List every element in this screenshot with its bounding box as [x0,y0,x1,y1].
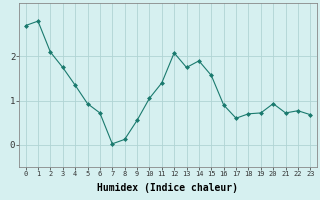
X-axis label: Humidex (Indice chaleur): Humidex (Indice chaleur) [98,182,238,193]
